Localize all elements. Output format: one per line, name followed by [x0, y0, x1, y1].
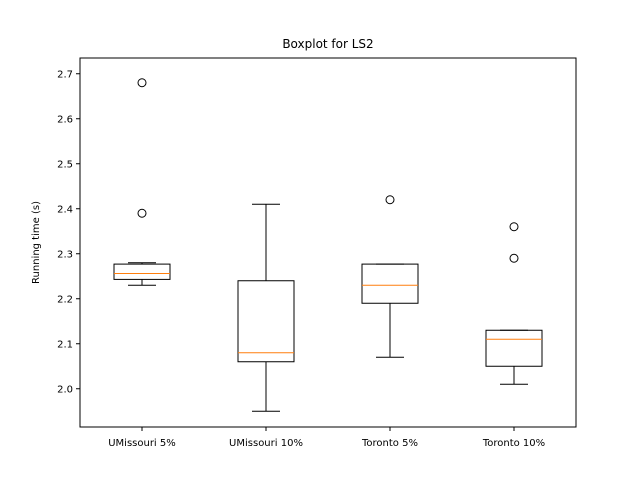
y-tick-label: 2.5 [57, 159, 73, 170]
y-tick-label: 2.0 [57, 384, 73, 395]
x-tick-label: Toronto 5% [361, 438, 418, 449]
y-tick-label: 2.4 [57, 204, 73, 215]
x-tick-label: UMissouri 10% [229, 438, 303, 449]
outlier-point [509, 253, 519, 263]
x-tick-label: UMissouri 5% [108, 438, 176, 449]
box-group [485, 222, 543, 385]
y-tick-label: 2.7 [57, 69, 73, 80]
iqr-box [485, 329, 543, 367]
x-axis: UMissouri 5% UMissouri 10% Toronto 5% Toron… [108, 427, 545, 449]
iqr-box [361, 263, 419, 304]
y-tick-label: 2.2 [57, 294, 73, 305]
outlier-point [137, 78, 147, 88]
y-tick-label: 2.1 [57, 339, 73, 350]
y-tick-label: 2.3 [57, 249, 73, 260]
outlier-point [509, 222, 519, 232]
iqr-box [237, 280, 295, 363]
box-group [237, 203, 295, 412]
x-tick-label: Toronto 10% [482, 438, 545, 449]
outlier-point [137, 208, 147, 218]
box-group [361, 195, 419, 358]
plot-marks [113, 78, 543, 412]
chart-title: Boxplot for LS2 [282, 37, 373, 51]
outlier-point [385, 195, 395, 205]
y-axis: 2.0 2.1 2.2 2.3 2.4 2.5 2.6 2.7 [57, 69, 80, 395]
box-group [113, 78, 171, 286]
iqr-box [113, 263, 171, 280]
y-tick-label: 2.6 [57, 114, 73, 125]
y-axis-label: Running time (s) [31, 201, 42, 284]
plot-frame [79, 57, 577, 428]
